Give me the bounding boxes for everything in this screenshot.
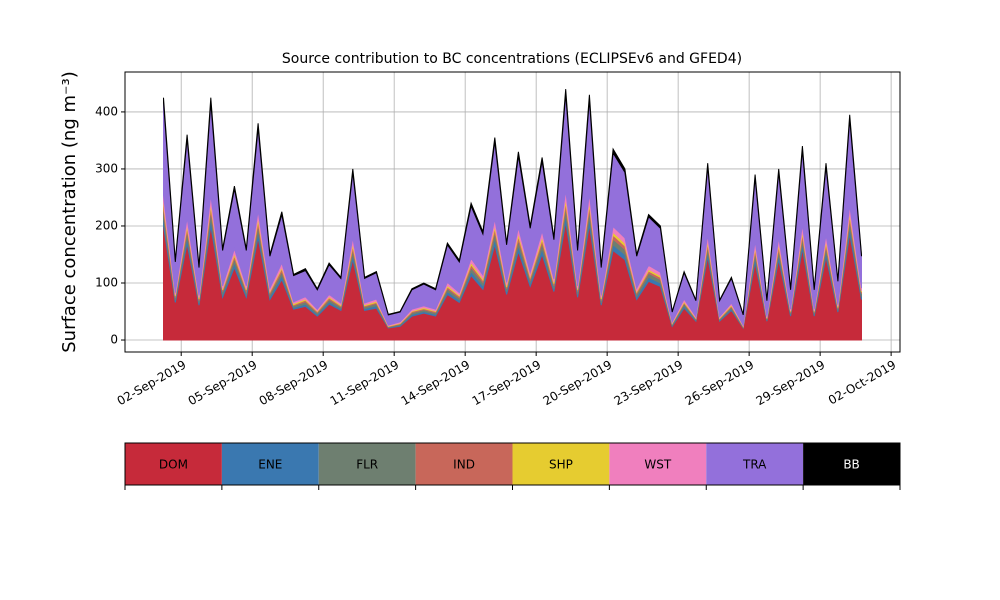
legend-swatch [221, 443, 319, 485]
legend-swatch [609, 443, 707, 485]
legend-label: FLR [356, 458, 378, 472]
legend-swatch [318, 443, 416, 485]
x-tick-label: 23-Sep-2019 [612, 358, 686, 409]
y-tick-label: 200 [95, 218, 118, 232]
legend-label: BB [843, 458, 859, 472]
x-tick-label: 11-Sep-2019 [328, 358, 402, 409]
legend-swatch [706, 443, 804, 485]
legend-swatch [125, 443, 222, 485]
x-tick-label: 26-Sep-2019 [683, 358, 757, 409]
legend-label: DOM [159, 458, 188, 472]
y-tick-label: 300 [95, 161, 118, 175]
plot-frame [124, 71, 901, 353]
y-tick-label: 0 [110, 333, 118, 347]
y-tick-label: 400 [95, 104, 118, 118]
legend-label: ENE [258, 458, 282, 472]
legend-swatch [415, 443, 513, 485]
legend-swatch [512, 443, 610, 485]
legend-frame [124, 442, 901, 486]
legend-swatch [803, 443, 900, 485]
x-tick-label: 08-Sep-2019 [257, 358, 331, 409]
area [163, 89, 862, 316]
x-tick-label: 17-Sep-2019 [470, 358, 544, 409]
y-axis-label: Surface concentration (ng m⁻³) [59, 71, 80, 353]
x-tick-label: 05-Sep-2019 [186, 358, 260, 409]
legend-label: IND [453, 458, 475, 472]
legend-label: SHP [549, 458, 573, 472]
legend-label: TRA [742, 458, 767, 472]
x-tick-label: 29-Sep-2019 [754, 358, 828, 409]
chart-title: Source contribution to BC concentrations… [282, 51, 742, 67]
y-tick-label: 100 [95, 275, 118, 289]
x-tick-label: 02-Sep-2019 [115, 358, 189, 409]
x-tick-label: 02-Oct-2019 [826, 358, 898, 408]
legend-label: WST [644, 458, 671, 472]
x-tick-label: 14-Sep-2019 [399, 358, 473, 409]
x-tick-label: 20-Sep-2019 [541, 358, 615, 409]
